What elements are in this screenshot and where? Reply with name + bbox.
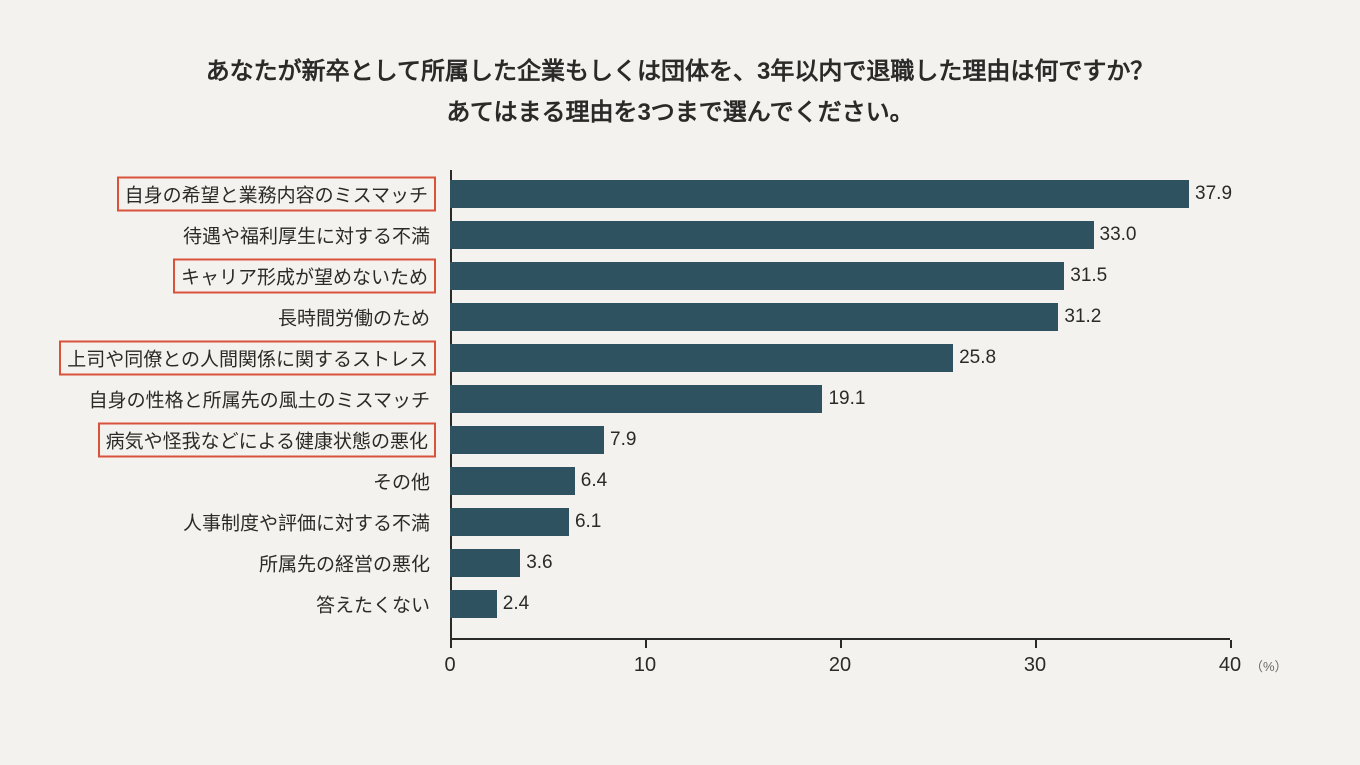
bar-label-wrap: 待遇や福利厚生に対する不満 (177, 220, 436, 251)
bar-label-wrap: 答えたくない (310, 589, 436, 620)
bar-label: 上司や同僚との人間関係に関するストレス (59, 341, 436, 376)
x-tick-label: 0 (444, 654, 455, 677)
bar (450, 385, 822, 413)
bar-label-wrap: 人事制度や評価に対する不満 (177, 507, 436, 538)
bar-label: 人事制度や評価に対する不満 (177, 507, 436, 538)
bar-value: 25.8 (959, 347, 996, 369)
bar (450, 590, 497, 618)
x-tick (645, 640, 647, 648)
bar-label-wrap: 上司や同僚との人間関係に関するストレス (59, 341, 436, 376)
x-axis-unit: （%） (1250, 656, 1288, 675)
x-tick (1035, 640, 1037, 648)
bar-value: 31.2 (1064, 306, 1101, 328)
bar-label: 所属先の経営の悪化 (253, 548, 436, 579)
bar-row: 病気や怪我などによる健康状態の悪化7.9 (450, 420, 1230, 461)
bar-row: 自身の希望と業務内容のミスマッチ37.9 (450, 174, 1230, 215)
bar-value: 31.5 (1070, 265, 1107, 287)
bar (450, 180, 1189, 208)
x-tick-label: 40 (1219, 654, 1241, 677)
x-tick (840, 640, 842, 648)
chart-canvas: あなたが新卒として所属した企業もしくは団体を、3年以内で退職した理由は何ですか？… (0, 0, 1360, 765)
bar-label-wrap: 病気や怪我などによる健康状態の悪化 (98, 423, 436, 458)
bar-row: 人事制度や評価に対する不満6.1 (450, 502, 1230, 543)
bar-row: 所属先の経営の悪化3.6 (450, 543, 1230, 584)
bar-value: 6.1 (575, 511, 601, 533)
bar-row: 待遇や福利厚生に対する不満33.0 (450, 215, 1230, 256)
bar (450, 426, 604, 454)
bar (450, 344, 953, 372)
bar-label: キャリア形成が望めないため (173, 259, 436, 294)
bar (450, 303, 1058, 331)
chart-area: 010203040（%）自身の希望と業務内容のミスマッチ37.9待遇や福利厚生に… (80, 170, 1280, 705)
bar (450, 467, 575, 495)
bar-value: 6.4 (581, 470, 607, 492)
x-tick-label: 20 (829, 654, 851, 677)
bar-value: 33.0 (1100, 224, 1137, 246)
bar-row: 上司や同僚との人間関係に関するストレス25.8 (450, 338, 1230, 379)
bar-label: 病気や怪我などによる健康状態の悪化 (98, 423, 436, 458)
bar (450, 221, 1094, 249)
bar-label: 待遇や福利厚生に対する不満 (177, 220, 436, 251)
bar-row: その他6.4 (450, 461, 1230, 502)
x-tick-label: 30 (1024, 654, 1046, 677)
bar-value: 2.4 (503, 593, 529, 615)
bar-row: 答えたくない2.4 (450, 584, 1230, 625)
bar-label-wrap: 長時間労働のため (272, 302, 436, 333)
bar-label-wrap: 所属先の経営の悪化 (253, 548, 436, 579)
plot-area: 010203040（%）自身の希望と業務内容のミスマッチ37.9待遇や福利厚生に… (450, 170, 1230, 640)
bar-label-wrap: キャリア形成が望めないため (173, 259, 436, 294)
bar-value: 3.6 (526, 552, 552, 574)
bar-label: 自身の希望と業務内容のミスマッチ (117, 177, 436, 212)
bar-label: 長時間労働のため (272, 302, 436, 333)
bar-value: 7.9 (610, 429, 636, 451)
bar-label-wrap: 自身の性格と所属先の風土のミスマッチ (83, 384, 436, 415)
bar-label-wrap: 自身の希望と業務内容のミスマッチ (117, 177, 436, 212)
bar (450, 508, 569, 536)
x-tick-label: 10 (634, 654, 656, 677)
bar-row: 長時間労働のため31.2 (450, 297, 1230, 338)
chart-title-line2: あてはまる理由を3つまで選んでください。 (0, 93, 1360, 134)
bar-label-wrap: その他 (367, 466, 436, 497)
bar-row: キャリア形成が望めないため31.5 (450, 256, 1230, 297)
bar (450, 549, 520, 577)
x-tick (1230, 640, 1232, 648)
bar-value: 19.1 (828, 388, 865, 410)
bar-value: 37.9 (1195, 183, 1232, 205)
bar-label: その他 (367, 466, 436, 497)
chart-title: あなたが新卒として所属した企業もしくは団体を、3年以内で退職した理由は何ですか？… (0, 52, 1360, 134)
x-tick (450, 640, 452, 648)
bar (450, 262, 1064, 290)
bar-label: 自身の性格と所属先の風土のミスマッチ (83, 384, 436, 415)
bar-label: 答えたくない (310, 589, 436, 620)
chart-title-line1: あなたが新卒として所属した企業もしくは団体を、3年以内で退職した理由は何ですか？ (0, 52, 1360, 93)
bar-row: 自身の性格と所属先の風土のミスマッチ19.1 (450, 379, 1230, 420)
